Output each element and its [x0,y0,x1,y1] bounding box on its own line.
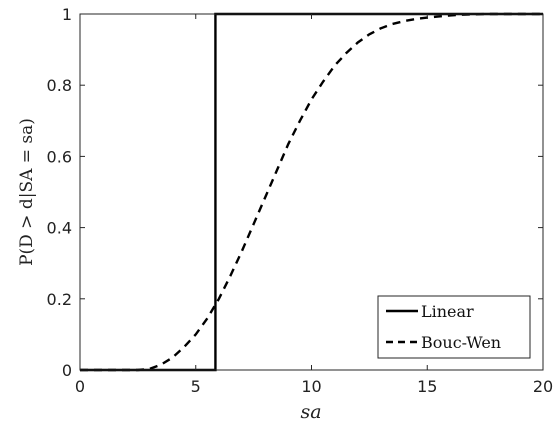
x-axis: 0 5 10 15 20 [75,14,553,396]
y-tick-label: 1 [62,5,72,24]
legend-label-linear: Linear [421,302,474,321]
x-axis-label: sa [300,401,321,423]
legend-label-bouc-wen: Bouc-Wen [421,333,501,352]
legend: Linear Bouc-Wen [377,295,531,359]
y-tick-label: 0.6 [47,147,72,166]
x-tick-label: 10 [301,377,321,396]
x-tick-label: 15 [417,377,437,396]
x-tick-label: 0 [75,377,85,396]
y-tick-label: 0.8 [47,76,72,95]
series-bouc-wen [80,12,543,372]
x-tick-label: 5 [191,377,201,396]
y-axis: 0 0.2 0.4 0.6 0.8 1 [47,5,543,380]
y-tick-label: 0.4 [47,219,72,238]
y-tick-label: 0 [62,361,72,380]
x-tick-label: 20 [533,377,553,396]
legend-box [377,295,531,359]
y-axis-label: P(D > d|SA = sa) [17,118,37,266]
y-tick-label: 0.2 [47,290,72,309]
